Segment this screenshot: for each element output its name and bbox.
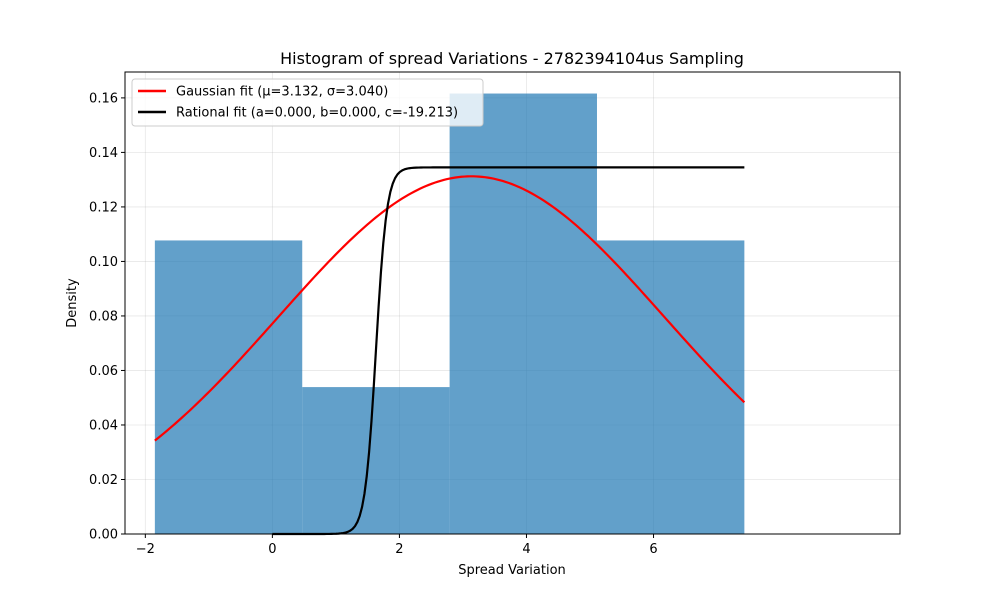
histogram-bars (154, 93, 745, 534)
y-tick-label: 0.06 (89, 364, 118, 379)
fit-curves (154, 166, 746, 536)
y-tick-label: 0.02 (89, 473, 118, 488)
histogram-bar (154, 240, 303, 534)
y-tick-label: 0.12 (89, 200, 118, 215)
plot-frame (124, 71, 901, 535)
x-tick-label: 2 (395, 542, 403, 557)
legend-label-rational: Rational fit (a=0.000, b=0.000, c=-19.21… (176, 106, 458, 121)
y-tick-label: 0.04 (89, 418, 118, 433)
y-tick-label: 0.10 (89, 255, 118, 270)
y-axis-label: Density (65, 278, 80, 328)
histogram-bar (302, 387, 450, 534)
legend-label-gaussian: Gaussian fit (μ=3.132, σ=3.040) (176, 85, 388, 100)
x-tick-label: 4 (522, 542, 530, 557)
x-tick-label: −2 (136, 542, 155, 557)
x-axis-ticks: −2 0 2 4 6 (136, 534, 658, 557)
y-tick-label: 0.00 (89, 528, 118, 543)
x-axis-label: Spread Variation (458, 563, 566, 578)
x-tick-label: 6 (649, 542, 657, 557)
y-axis-ticks: 0.00 0.02 0.04 0.06 0.08 0.10 0.12 0.14 0.16 (89, 91, 125, 543)
y-tick-label: 0.14 (89, 146, 118, 161)
chart-title: Histogram of spread Variations - 2782394… (280, 49, 744, 68)
y-tick-label: 0.08 (89, 309, 118, 324)
histogram-bar (449, 93, 597, 534)
rational-fit-line (272, 166, 745, 536)
y-tick-label: 0.16 (89, 91, 118, 106)
histogram-bar (596, 240, 745, 534)
legend: Gaussian fit (μ=3.132, σ=3.040) Rational… (131, 78, 484, 127)
legend-box (131, 78, 484, 127)
gaussian-fit-line (154, 175, 746, 442)
x-tick-label: 0 (268, 542, 276, 557)
